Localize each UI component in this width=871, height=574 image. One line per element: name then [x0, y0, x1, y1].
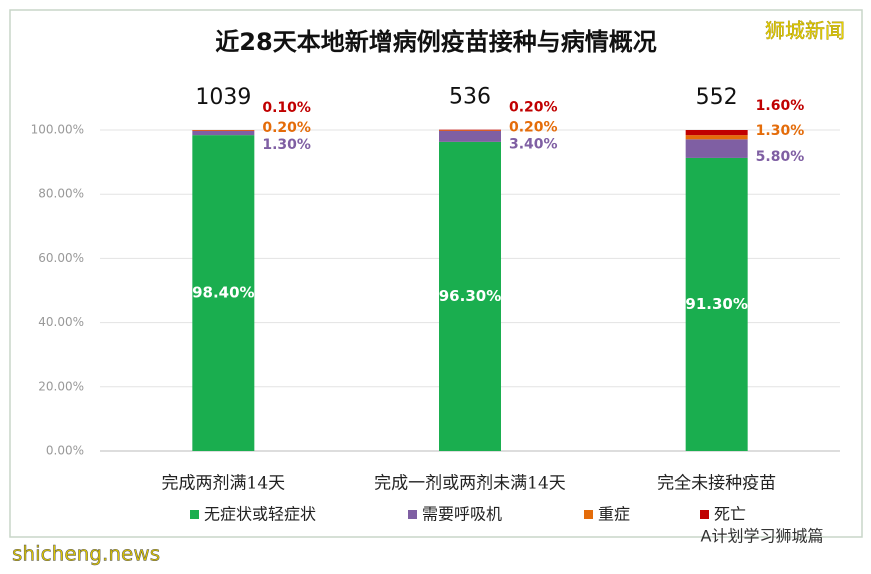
bar-segment [192, 135, 255, 452]
legend-label: 重症 [598, 505, 630, 524]
y-tick-label: 60.00% [38, 251, 84, 265]
legend-swatch [408, 510, 417, 519]
y-tick-label: 20.00% [38, 379, 84, 393]
legend-label: 需要呼吸机 [422, 505, 502, 524]
value-label: 1.30% [756, 123, 805, 139]
bar-segment [439, 129, 501, 131]
x-tick-label: 完成一剂或两剂未满14天 [374, 474, 566, 494]
watermark: shicheng.news [12, 542, 160, 566]
bar-segment [685, 130, 748, 136]
y-tick-label: 40.00% [38, 315, 84, 329]
value-label: 0.10% [262, 100, 311, 116]
value-label: 98.40% [192, 284, 254, 302]
x-tick-label: 完成两剂满14天 [162, 474, 286, 494]
total-label: 1039 [195, 85, 251, 110]
y-tick-label: 0.00% [46, 444, 84, 458]
bar-segment [685, 135, 748, 140]
total-label: 552 [696, 85, 738, 110]
value-label: 3.40% [509, 137, 558, 153]
value-label: 5.80% [756, 149, 805, 165]
chart-title: 近28天本地新增病例疫苗接种与病情概况 [215, 28, 656, 56]
legend-swatch [584, 510, 593, 519]
bar-segment [685, 139, 748, 158]
bar-segment [685, 157, 748, 451]
value-label: 0.20% [262, 120, 311, 136]
legend-label: 无症状或轻症状 [204, 505, 316, 524]
y-tick-label: 80.00% [38, 187, 84, 201]
bar-segment [192, 130, 255, 131]
value-label: 96.30% [439, 287, 501, 305]
value-label: 91.30% [685, 295, 747, 313]
value-label: 1.30% [262, 137, 311, 153]
watermark: A计划学习狮城篇 [701, 527, 824, 546]
legend-swatch [700, 510, 709, 519]
watermark: 狮城新闻 [765, 19, 845, 43]
bar-segment [192, 130, 255, 136]
bar-segment [439, 141, 501, 451]
value-label: 1.60% [756, 98, 805, 114]
value-label: 0.20% [509, 120, 558, 136]
legend-label: 死亡 [714, 505, 746, 524]
bar-segment [439, 130, 501, 131]
total-label: 536 [449, 85, 491, 110]
bar-segment [439, 130, 501, 142]
legend-swatch [190, 510, 199, 519]
y-tick-label: 100.00% [31, 123, 84, 137]
x-tick-label: 完全未接种疫苗 [657, 474, 776, 494]
value-label: 0.20% [509, 100, 558, 116]
